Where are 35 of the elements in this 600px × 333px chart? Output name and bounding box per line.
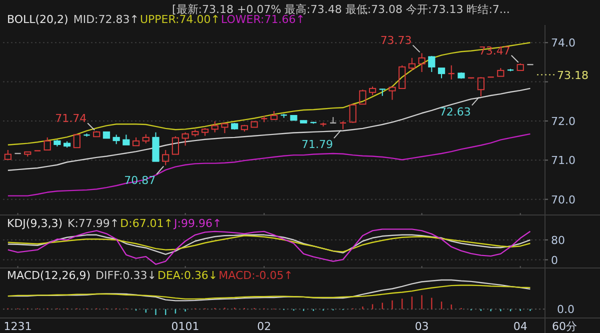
text: UPPER:74.00↑ xyxy=(140,13,220,26)
value-label: 73.47 xyxy=(478,44,519,63)
line-series xyxy=(7,88,531,171)
text: MID:72.83↑ xyxy=(73,13,139,26)
y-tick-label: 72.0 xyxy=(551,114,576,128)
series-label: D:67.01↑ xyxy=(120,217,174,230)
y-tick-label: 80 xyxy=(551,234,565,247)
x-tick-label: 1231 xyxy=(4,320,32,333)
text: 60分 xyxy=(552,320,577,333)
y-tick-label: 70.0 xyxy=(551,193,576,206)
line-series xyxy=(7,228,531,265)
text: [最新:73.18 +0.07% 最高:73.48 最低:73.08 今开:73.13 昨结:7... xyxy=(172,3,510,16)
series-label: K:77.99↑ xyxy=(68,217,120,230)
chart-title: KDJ(9,3,3) xyxy=(7,217,62,230)
chart-title: BOLL(20,2) xyxy=(7,13,68,26)
text: MACD:-0.05↑ xyxy=(218,269,294,282)
series-label: DEA:0.36↓ xyxy=(157,269,218,282)
x-tick-label: 0101 xyxy=(171,320,200,333)
line-series xyxy=(7,133,531,196)
value-label: 73.73 xyxy=(380,34,420,53)
ref-line-label: 73.18 xyxy=(557,68,588,82)
series-label: J:99.96↑ xyxy=(173,217,222,230)
series-label: DIFF:0.33↓ xyxy=(96,269,156,282)
chart-title: MACD(12,26,9) xyxy=(7,269,91,282)
value-label: 71.74 xyxy=(55,112,96,131)
y-tick-label: 0 xyxy=(551,254,558,267)
ref-line-label: 0.0 xyxy=(557,303,574,316)
y-tick-label: 71.0 xyxy=(551,154,576,168)
x-tick-label: 03 xyxy=(414,320,429,333)
y-tick-label: 74.0 xyxy=(551,36,576,50)
text: LOWER:71.66↑ xyxy=(220,13,305,26)
value-label: 72.63 xyxy=(439,96,480,118)
x-tick-label: 02 xyxy=(257,320,272,333)
x-tick-label: 04 xyxy=(513,320,528,333)
value-label: 71.79 xyxy=(301,130,342,152)
